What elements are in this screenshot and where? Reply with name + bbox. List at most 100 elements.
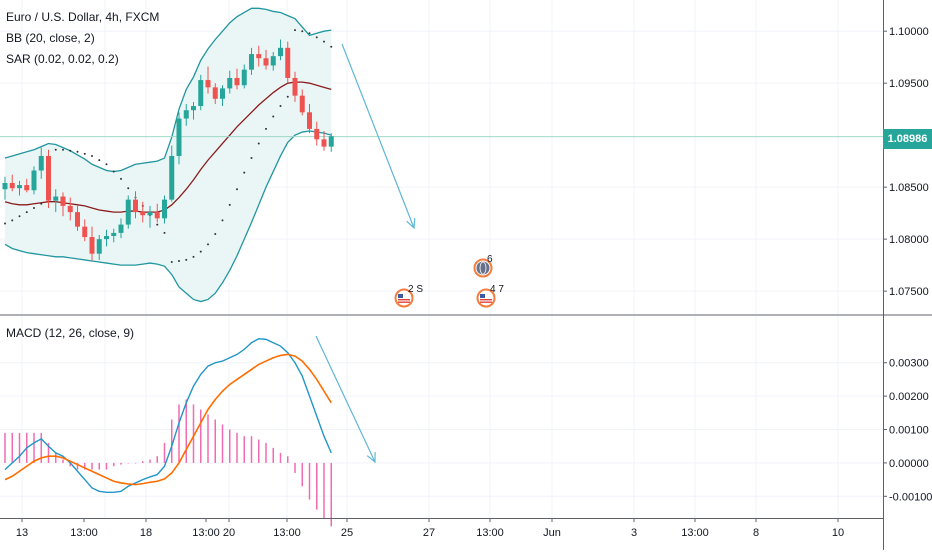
histogram-bar (135, 463, 137, 464)
economic-event-marker[interactable]: 6 (475, 254, 494, 277)
candle-body (148, 212, 153, 215)
candle-body (24, 185, 29, 190)
histogram-bar (251, 436, 253, 463)
macd-tick-label: 0.00000 (889, 458, 929, 470)
candle-body (61, 197, 66, 206)
flag-stripe (398, 299, 410, 300)
sar-dot (91, 155, 93, 157)
candle-body (256, 54, 261, 58)
sar-dot (207, 243, 209, 245)
histogram-bar (186, 399, 188, 462)
symbol-title[interactable]: Euro / U.S. Dollar, 4h, FXCM (6, 7, 159, 28)
sar-dot (330, 46, 332, 48)
histogram-bar (128, 463, 130, 464)
time-tick-label: 8 (753, 527, 759, 539)
candle-body (206, 80, 211, 87)
histogram-bar (149, 460, 151, 463)
sar-dot (40, 203, 42, 205)
sar-dot (120, 178, 122, 180)
histogram-bar (120, 463, 122, 465)
economic-event-marker[interactable]: 4 7 (478, 284, 505, 307)
sar-dot (309, 32, 311, 34)
histogram-bar (244, 436, 246, 463)
candle-body (271, 56, 276, 65)
macd-tick-label: 0.00200 (889, 391, 929, 403)
histogram-bar (287, 456, 289, 463)
sar-indicator-label[interactable]: SAR (0.02, 0.02, 0.2) (6, 49, 159, 70)
time-tick-label: 13:00 (273, 527, 301, 539)
candle-body (314, 129, 319, 139)
candle-body (90, 237, 95, 254)
sar-dot (171, 261, 173, 263)
candle-body (249, 54, 254, 70)
histogram-bar (265, 443, 267, 463)
time-tick-label: 10 (832, 527, 844, 539)
candle-body (278, 48, 283, 56)
time-tick-label: 13:00 (681, 527, 709, 539)
sar-dot (222, 219, 224, 221)
candle-body (133, 200, 138, 212)
histogram-bar (236, 433, 238, 463)
time-tick-label: 25 (341, 527, 353, 539)
price-tick-label: 1.10000 (889, 26, 929, 38)
bb-indicator-label[interactable]: BB (20, close, 2) (6, 28, 159, 49)
macd-tick-label: -0.00100 (889, 491, 932, 503)
price-projection-arrow (342, 44, 414, 228)
macd-indicator-label[interactable]: MACD (12, 26, close, 9) (6, 323, 134, 344)
candle-body (17, 185, 22, 188)
flag-stripe (398, 302, 410, 303)
sar-dot (55, 149, 57, 151)
histogram-bar (91, 463, 93, 470)
candle-body (32, 171, 37, 191)
sar-dot (84, 153, 86, 155)
histogram-bar (316, 463, 318, 510)
event-count: 2 S (408, 284, 423, 295)
histogram-bar (273, 448, 275, 463)
time-tick-label: 18 (140, 527, 152, 539)
economic-event-marker[interactable]: 2 S (396, 284, 424, 307)
sar-dot (11, 219, 13, 221)
candle-body (220, 88, 225, 98)
histogram-bar (331, 463, 333, 526)
sar-dot (26, 211, 28, 213)
histogram-bar (309, 463, 311, 500)
sar-dot (323, 41, 325, 43)
histogram-bar (106, 463, 108, 470)
sar-dot (236, 188, 238, 190)
candle-body (177, 119, 182, 156)
event-count: 6 (487, 254, 493, 265)
candle-body (184, 110, 189, 118)
candle-body (242, 70, 247, 86)
histogram-bar (178, 404, 180, 462)
candle-body (300, 96, 305, 113)
sar-dot (272, 115, 274, 117)
candle-body (140, 212, 145, 215)
histogram-bar (164, 443, 166, 463)
histogram-bar (157, 456, 159, 463)
histogram-bar (323, 463, 325, 518)
candle-body (82, 227, 87, 237)
sar-dot (214, 233, 216, 235)
histogram-bar (19, 433, 21, 463)
sar-dot (200, 251, 202, 253)
time-tick-label: 27 (423, 527, 435, 539)
macd-tick-label: 0.00300 (889, 358, 929, 370)
sar-dot (258, 142, 260, 144)
flag-canton (480, 294, 485, 298)
time-tick-label: 13:00 (476, 527, 504, 539)
candle-body (264, 58, 269, 65)
candle-body (191, 106, 196, 110)
histogram-bar (229, 430, 231, 463)
macd-line (5, 339, 331, 493)
time-axis: 1313:001813:002013:00252713:00Jun313:008… (16, 518, 844, 539)
time-tick-label: 20 (223, 527, 235, 539)
candle-body (39, 156, 44, 171)
candle-body (322, 139, 327, 146)
histogram-bar (207, 414, 209, 462)
candle-body (293, 78, 298, 96)
histogram-bar (55, 453, 57, 463)
current-price-tag: 1.08986 (883, 129, 932, 149)
candle-body (68, 206, 73, 212)
